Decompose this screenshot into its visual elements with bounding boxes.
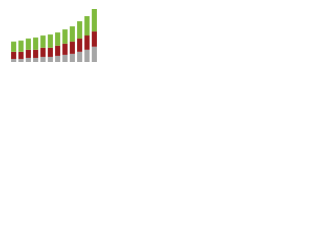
- bar-segment: [33, 57, 39, 62]
- bar-segment: [40, 47, 46, 57]
- bar-segment: [91, 46, 97, 62]
- bar-segment: [55, 55, 61, 62]
- bar-segment: [11, 51, 17, 59]
- bar-segment: [55, 45, 61, 56]
- bar-segment: [18, 40, 24, 52]
- bar-segment: [91, 9, 97, 32]
- bar-segment: [33, 37, 39, 50]
- bar-segment: [40, 56, 46, 62]
- bar-segment: [25, 38, 31, 50]
- bar-segment: [77, 51, 83, 62]
- bar-segment: [84, 49, 90, 62]
- bar-segment: [33, 49, 39, 58]
- bar-segment: [91, 31, 97, 47]
- chart: [11, 9, 97, 62]
- bar-segment: [69, 26, 75, 42]
- bar-segment: [25, 57, 31, 62]
- bar-segment: [25, 49, 31, 58]
- bar-segment: [62, 29, 68, 44]
- bar-segment: [77, 21, 83, 39]
- bar-segment: [18, 58, 24, 62]
- bar-segment: [62, 43, 68, 55]
- bar-segment: [11, 58, 17, 62]
- bar-segment: [69, 41, 75, 54]
- bar-segment: [11, 41, 17, 52]
- bar-segment: [40, 35, 46, 48]
- bar-segment: [77, 38, 83, 52]
- bar-segment: [47, 56, 53, 62]
- bar-segment: [55, 32, 61, 46]
- bar-segment: [47, 34, 53, 48]
- bar-segment: [62, 54, 68, 62]
- bar-segment: [47, 47, 53, 57]
- bar-segment: [69, 53, 75, 62]
- bar-segment: [18, 51, 24, 59]
- bar-segment: [84, 35, 90, 50]
- page: {"chart_data": {"type": "stacked-bar", "…: [0, 0, 320, 71]
- bar-segment: [84, 16, 90, 36]
